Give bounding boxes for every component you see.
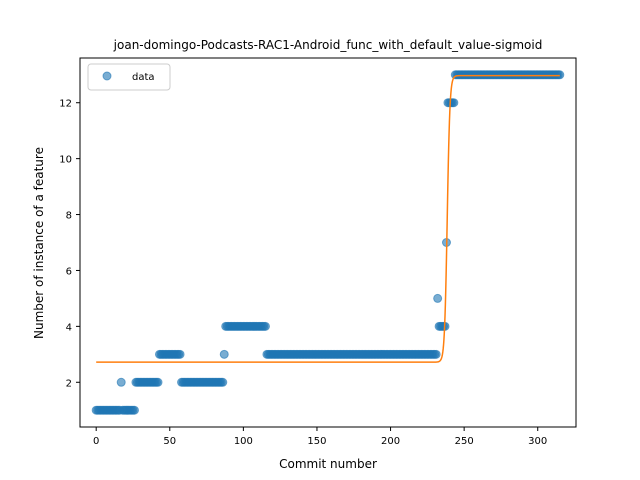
y-tick-label: 4 <box>66 322 72 333</box>
data-point <box>555 70 565 80</box>
x-tick-label: 300 <box>528 436 547 447</box>
x-tick-label: 200 <box>381 436 400 447</box>
data-point <box>116 377 126 387</box>
data-point <box>431 349 441 359</box>
legend-label-data: data <box>132 72 155 83</box>
x-tick-label: 100 <box>234 436 253 447</box>
x-tick-label: 250 <box>455 436 474 447</box>
y-tick-label: 10 <box>59 155 72 166</box>
chart-title: joan-domingo-Podcasts-RAC1-Android_func_… <box>113 38 543 52</box>
x-tick-label: 50 <box>163 436 176 447</box>
y-tick-label: 6 <box>66 266 72 277</box>
plot-frame <box>79 57 577 428</box>
data-point <box>153 377 163 387</box>
y-tick-label: 8 <box>66 211 72 222</box>
legend-marker-data <box>102 71 112 81</box>
fit-line <box>96 74 560 363</box>
y-tick-label: 12 <box>59 99 72 110</box>
legend-box <box>87 63 171 91</box>
x-tick-label: 150 <box>307 436 326 447</box>
data-point <box>175 349 185 359</box>
data-point <box>219 349 229 359</box>
data-point <box>129 405 139 415</box>
y-axis-label: Number of instance of a feature <box>32 147 46 339</box>
x-axis-label: Commit number <box>279 457 377 471</box>
legend: data <box>87 63 171 91</box>
data-point <box>260 321 270 331</box>
data-point <box>433 293 443 303</box>
data-point <box>218 377 228 387</box>
x-tick-label: 0 <box>93 436 99 447</box>
plot-area <box>91 70 565 415</box>
axes: 0 50 100 150 200 250 300 2 4 6 8 10 12 <box>59 57 577 447</box>
y-tick-label: 2 <box>66 378 72 389</box>
